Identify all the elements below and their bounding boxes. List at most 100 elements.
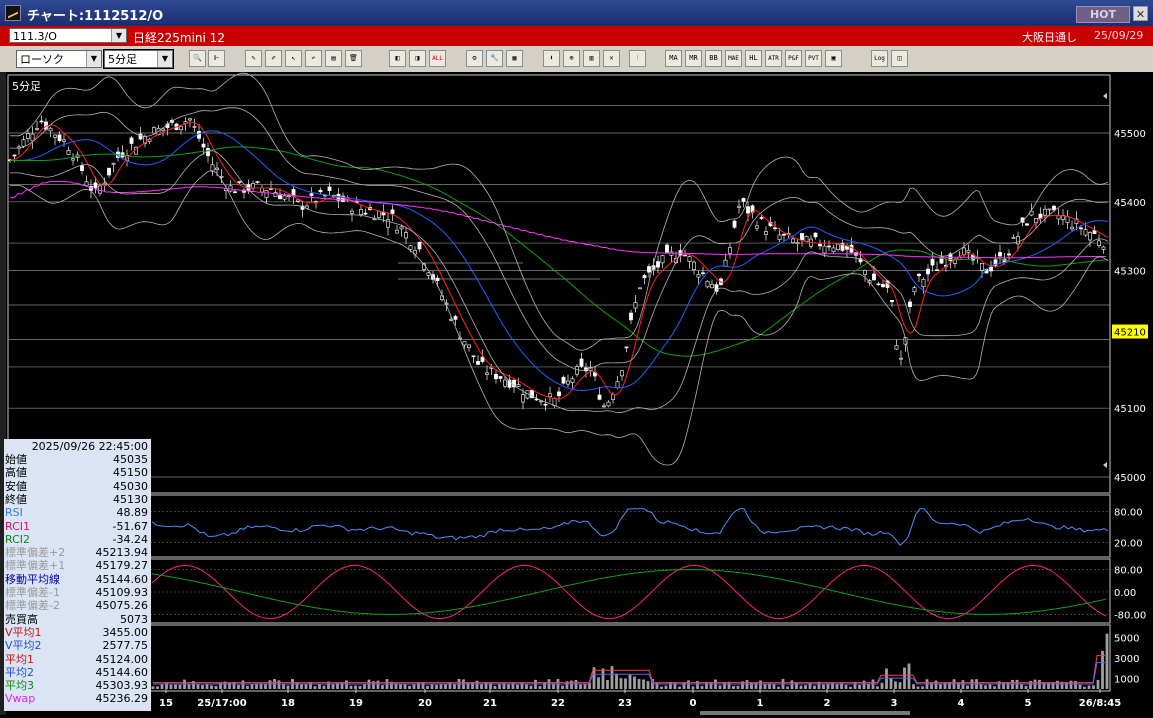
volume-bar	[390, 681, 393, 689]
candle	[935, 269, 939, 272]
mae-icon[interactable]: MAE	[725, 50, 742, 67]
chart-type-select[interactable]: ローソク ▼	[16, 50, 102, 68]
window-icon[interactable]: ◫	[891, 50, 908, 67]
symbol-code-select[interactable]: 111.3/O ▼	[9, 28, 127, 43]
candle	[377, 211, 381, 218]
volume-bar	[318, 684, 321, 689]
candle	[597, 394, 602, 400]
chart-area[interactable]: 45500 45400 45300 45100 45000 45210 80.00 20.00…	[0, 72, 1153, 715]
volume-bar	[696, 681, 699, 689]
volume-bar	[709, 681, 713, 689]
candle-right-icon[interactable]: ◨	[409, 50, 426, 67]
frame-icon[interactable]: ▣	[825, 50, 842, 67]
zoom-icon[interactable]: 🔍	[189, 50, 206, 67]
candle	[651, 265, 656, 270]
cursor-line-icon[interactable]: ⊩	[208, 50, 225, 67]
pvt-icon[interactable]: PVT	[805, 50, 822, 67]
candle	[498, 376, 503, 379]
hot-button[interactable]: HOT	[1076, 6, 1130, 23]
close-icon[interactable]: ✕	[1133, 6, 1148, 21]
chevron-down-icon[interactable]: ▼	[86, 51, 101, 67]
bb-icon[interactable]: BB	[705, 50, 722, 67]
order-icon[interactable]: ⬇	[543, 50, 560, 67]
volume-bar	[412, 684, 416, 689]
volume-bar	[232, 681, 236, 689]
candle	[404, 232, 408, 239]
pb-icon[interactable]: P&F	[785, 50, 802, 67]
atr-icon[interactable]: ATR	[765, 50, 782, 67]
volume-bar	[426, 685, 429, 689]
log-icon[interactable]: Log	[871, 50, 888, 67]
volume-bar	[579, 684, 582, 689]
pointer-icon[interactable]: ↖	[285, 50, 302, 67]
data-row-value: -34.24	[112, 532, 148, 546]
volume-bar	[772, 683, 776, 689]
volume-bar	[822, 684, 825, 689]
volume-bar	[358, 685, 362, 689]
data-row-label: 標準偏差-2	[5, 599, 60, 613]
chevron-down-icon[interactable]: ▼	[157, 51, 172, 67]
ma-icon[interactable]: MA	[665, 50, 682, 67]
candle	[30, 133, 35, 142]
volume-bar	[214, 685, 218, 689]
volume-bar	[660, 686, 663, 689]
data-row-label: 売買高	[5, 612, 38, 626]
horizontal-scrollbar[interactable]	[700, 711, 910, 715]
volume-bar	[399, 683, 402, 689]
volume-tick-label: 1000	[1114, 675, 1139, 686]
hl-icon[interactable]: HL	[745, 50, 762, 67]
current-price-label: 45210	[1114, 328, 1146, 339]
trash-icon[interactable]: 🗑	[345, 50, 362, 67]
data-row-label: RCI1	[5, 519, 31, 533]
main-panel-frame	[7, 74, 1111, 494]
candle	[656, 261, 660, 268]
volume-bar	[1002, 682, 1005, 689]
tools-icon[interactable]: 🔧	[486, 50, 503, 67]
draw-icon[interactable]: ✐	[265, 50, 282, 67]
data-row-value: 45303.93	[95, 679, 149, 693]
x-axis-label: 21	[483, 698, 497, 709]
volume-bar	[246, 685, 249, 689]
color-icon[interactable]: ▦	[506, 50, 523, 67]
mr-icon[interactable]: MR	[685, 50, 702, 67]
data-row: 標準偏差-2 45075.26	[4, 599, 151, 612]
candle	[773, 227, 777, 230]
volume-bar	[943, 682, 947, 689]
data-row-value: 2577.75	[102, 639, 149, 653]
pen-icon[interactable]: ✎	[245, 50, 262, 67]
volume-bar	[354, 685, 357, 689]
candle	[71, 158, 75, 161]
chart-canvas[interactable]: 45500454004530045100450004521080.0020.00…	[0, 72, 1153, 715]
x-axis-label: 15	[159, 698, 173, 709]
volume-bar	[1029, 681, 1032, 689]
volume-bar	[223, 681, 227, 689]
candle	[755, 225, 759, 229]
volume-bar	[673, 682, 677, 689]
search-chart-icon[interactable]: ⊕	[563, 50, 580, 67]
volume-bar	[741, 681, 744, 689]
candle	[836, 243, 840, 250]
volume-bar	[691, 686, 695, 689]
all-icon[interactable]: ALL	[429, 50, 446, 67]
period-select[interactable]: 5分足 ▼	[103, 49, 174, 69]
candle	[255, 181, 260, 183]
candle	[647, 266, 651, 273]
candle	[201, 143, 206, 148]
rci-tick-label: 0.00	[1114, 588, 1136, 599]
settings-icon[interactable]: ⚙	[466, 50, 483, 67]
ma-long-line	[10, 146, 1109, 357]
candle	[552, 398, 557, 407]
candle-left-icon[interactable]: ◧	[389, 50, 406, 67]
volume-bar	[255, 683, 258, 689]
volume-bar	[633, 676, 636, 689]
candle	[687, 256, 692, 263]
bar-chart-icon[interactable]: ▥	[583, 50, 600, 67]
candle	[57, 134, 62, 142]
undo-icon[interactable]: ↶	[305, 50, 322, 67]
cross-icon[interactable]: ✕	[603, 50, 620, 67]
candle	[561, 376, 566, 384]
memo-icon[interactable]: ▤	[325, 50, 342, 67]
chevron-down-icon[interactable]: ▼	[111, 29, 126, 42]
volume-bar	[327, 681, 330, 689]
candle	[273, 192, 278, 197]
